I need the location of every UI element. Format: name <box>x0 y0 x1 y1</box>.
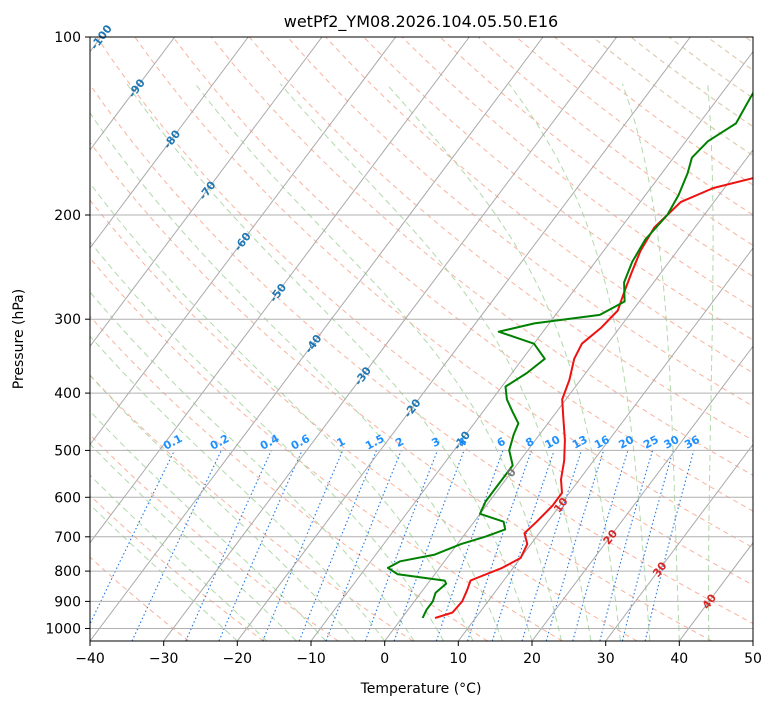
isotherm <box>90 37 176 151</box>
dry-adiabat <box>96 37 753 586</box>
isotherm <box>90 37 397 446</box>
x-tick-label: 20 <box>523 651 541 667</box>
mixing-ratio-line <box>521 450 583 641</box>
x-tick-label: −20 <box>223 651 253 667</box>
isotherm <box>457 247 753 641</box>
dry-adiabat <box>210 37 753 476</box>
moist-adiabat <box>90 240 445 641</box>
mixing-ratio-line <box>262 450 344 641</box>
dry-adiabats <box>90 37 753 641</box>
isotherm <box>310 50 753 641</box>
isotherm <box>531 345 753 641</box>
dry-adiabat <box>401 37 753 309</box>
isotherm <box>163 37 618 641</box>
mixing-ratio-line <box>545 450 605 641</box>
dry-adiabat <box>363 37 753 341</box>
y-tick-label: 100 <box>54 30 81 46</box>
plot-frame <box>89 36 754 642</box>
y-tick-label: 900 <box>54 594 81 610</box>
mixing-ratio-line <box>572 450 629 641</box>
mixing-ratio-label: 13 <box>570 433 590 452</box>
x-tick-label: −40 <box>75 651 105 667</box>
moist-adiabat <box>621 83 680 641</box>
mixing-ratio-lines <box>90 450 695 641</box>
dry-adiabat <box>90 199 638 641</box>
x-tick-label: 10 <box>449 651 467 667</box>
isobars <box>90 37 753 629</box>
dry-adiabat <box>134 37 753 549</box>
isotherm <box>384 149 753 641</box>
mixing-ratio-line <box>364 450 439 641</box>
x-axis-ticks: −40 −30 −20 −10 0 10 20 30 40 50 <box>75 641 762 667</box>
mixing-ratio-label: 25 <box>641 433 661 452</box>
mixing-ratio-line <box>491 450 555 641</box>
mixing-ratio-line <box>185 450 272 641</box>
moist-adiabat <box>126 83 533 641</box>
x-tick-label: 30 <box>597 651 615 667</box>
isotherm <box>90 37 249 249</box>
moist-adiabat <box>90 291 415 641</box>
isotherms <box>90 37 753 641</box>
moist-adiabat <box>90 503 238 641</box>
chart-title: wetPf2_YM08.2026.104.05.50.E16 <box>284 12 558 32</box>
moist-adiabat <box>90 335 386 641</box>
mixing-ratio-label: 36 <box>682 433 702 452</box>
mixing-ratio-line <box>599 450 654 641</box>
moist-adiabat <box>90 374 356 641</box>
x-tick-label: −30 <box>149 651 179 667</box>
moist-adiabat <box>90 474 268 641</box>
moist-adiabat <box>279 83 592 641</box>
dry-adiabat <box>172 37 753 512</box>
profiles <box>386 91 753 619</box>
mixing-ratio-line <box>435 450 504 641</box>
dry-adiabat <box>287 37 753 407</box>
x-tick-label: 50 <box>744 651 762 667</box>
moist-adiabat <box>385 83 621 641</box>
y-tick-label: 800 <box>54 564 81 580</box>
moist-adiabat <box>508 83 651 641</box>
mixing-ratio-label: 30 <box>662 433 682 452</box>
y-tick-label: 500 <box>54 443 81 459</box>
mixing-ratio-line <box>325 450 402 641</box>
dry-adiabat <box>90 556 190 641</box>
moist-adiabat <box>707 83 714 641</box>
y-tick-label: 300 <box>54 312 81 328</box>
mixing-ratio-line <box>298 450 378 641</box>
moist-adiabat <box>90 182 474 641</box>
x-axis-label: Temperature (°C) <box>360 681 482 697</box>
y-axis-label: Pressure (hPa) <box>11 289 27 389</box>
y-tick-label: 200 <box>54 208 81 224</box>
y-axis-ticks: 1000 900 800 700 600 500 400 300 200 100 <box>45 30 90 638</box>
dry-adiabat <box>90 257 563 641</box>
isotherm <box>605 443 753 641</box>
y-tick-label: 400 <box>54 386 81 402</box>
isotherm <box>90 37 544 641</box>
isotherm <box>236 37 691 641</box>
isotherm <box>90 37 323 348</box>
mixing-ratio-label: 20 <box>616 433 636 452</box>
x-tick-label: −10 <box>296 651 326 667</box>
mixing-ratio-label: 10 <box>543 433 563 452</box>
mixing-ratio-line <box>466 450 533 641</box>
dewpoint-profile <box>386 91 753 619</box>
moist-adiabats <box>90 83 714 641</box>
mixing-ratio-line <box>621 450 674 641</box>
y-tick-label: 1000 <box>45 622 81 638</box>
y-tick-label: 700 <box>54 530 81 546</box>
mixing-ratio-label: 16 <box>592 433 612 452</box>
mixing-ratio-line <box>218 450 303 641</box>
dry-adiabat <box>90 141 712 641</box>
y-tick-label: 600 <box>54 490 81 506</box>
x-tick-label: 0 <box>380 651 389 667</box>
isotherm <box>90 37 470 544</box>
moist-adiabat <box>194 83 562 641</box>
x-tick-label: 40 <box>670 651 688 667</box>
temperature-profile <box>434 177 753 619</box>
dry-adiabat <box>90 83 753 625</box>
